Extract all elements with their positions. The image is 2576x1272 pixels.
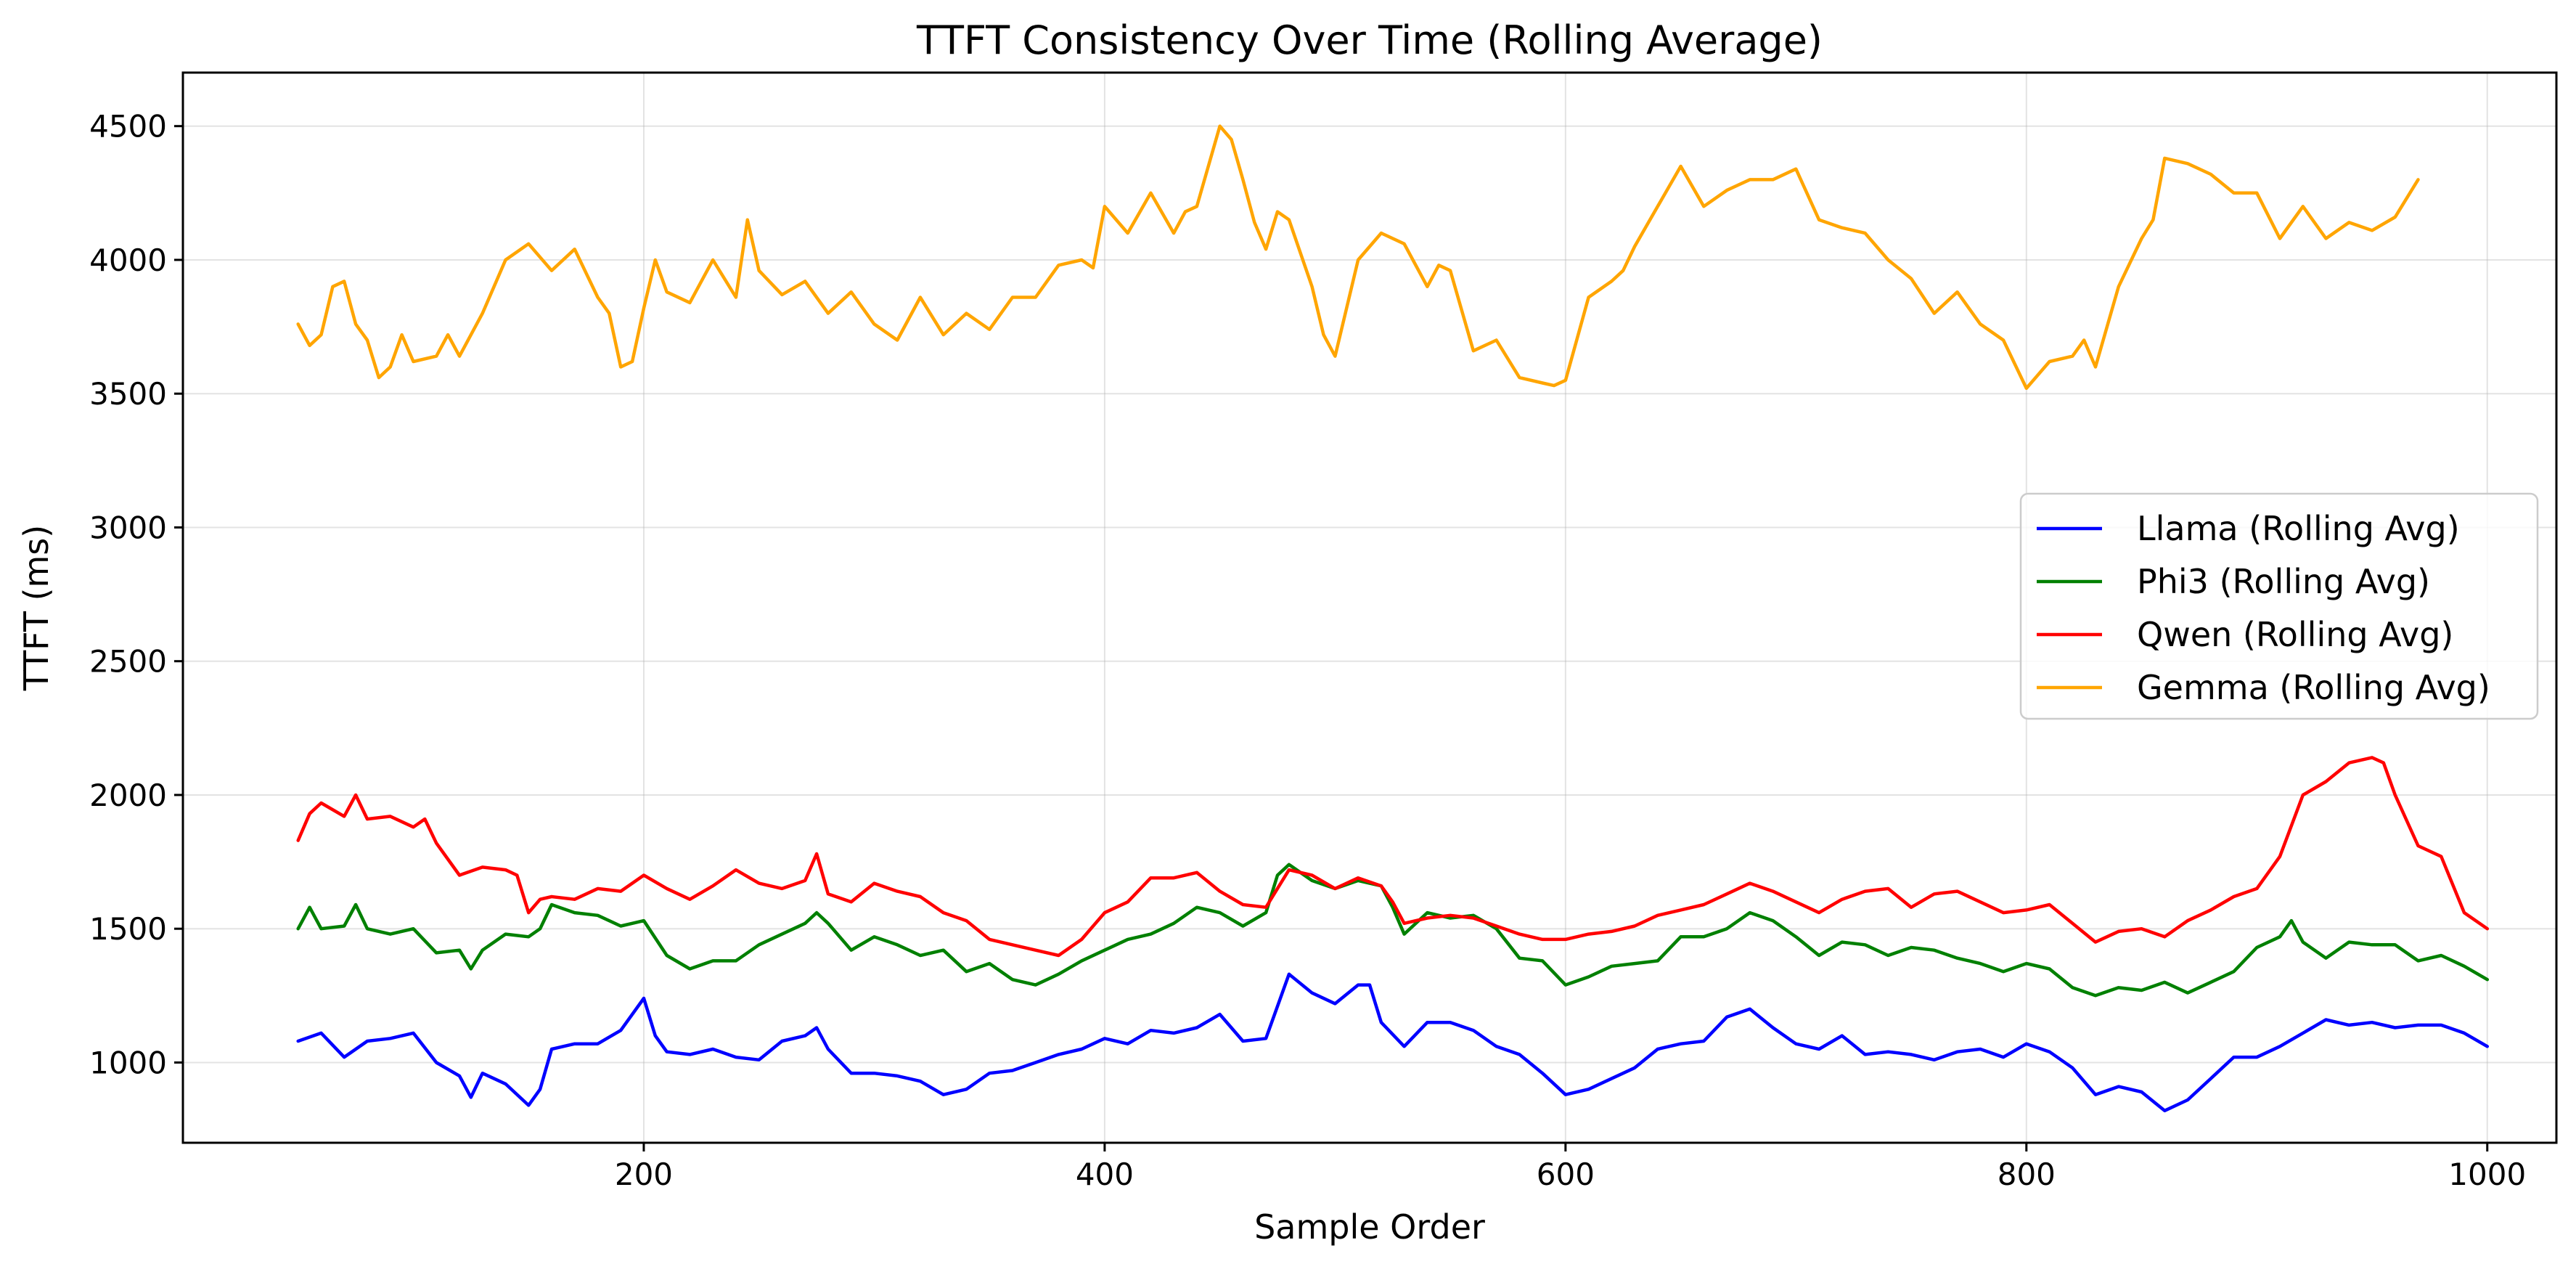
x-tick-label: 600 [1537, 1157, 1595, 1192]
plot-area-frame [181, 71, 2558, 1144]
x-axis-label: Sample Order [1254, 1207, 1485, 1247]
axis-ticks: 200 400 600 800 1000 1000 1500 2000 2500 3000 3500… [89, 109, 2526, 1192]
y-tick-label: 4000 [89, 242, 167, 278]
y-tick-label: 1000 [89, 1045, 167, 1080]
legend: Llama (Rolling Avg) Phi3 (Rolling Avg) Qwe… [2019, 492, 2539, 720]
gemma-legend-label: Gemma (Rolling Avg) [2137, 668, 2490, 707]
x-tick-label: 800 [1998, 1157, 2056, 1192]
qwen-legend-label: Qwen (Rolling Avg) [2137, 615, 2453, 654]
chart-title: TTFT Consistency Over Time (Rolling Aver… [916, 17, 1823, 63]
series-lines [296, 124, 2490, 1113]
phi3-legend-label: Phi3 (Rolling Avg) [2137, 562, 2430, 601]
legend-box [2019, 492, 2539, 720]
y-tick-label: 4500 [89, 109, 167, 144]
y-tick-label: 3000 [89, 510, 167, 545]
y-tick-label: 2000 [89, 778, 167, 813]
llama-series-line [296, 972, 2490, 1113]
llama-legend-label: Llama (Rolling Avg) [2137, 509, 2460, 548]
qwen-series-line [296, 756, 2490, 958]
x-tick-label: 200 [615, 1157, 673, 1192]
x-tick-label: 1000 [2448, 1157, 2526, 1192]
gemma-series-line [296, 124, 2420, 391]
y-tick-label: 2500 [89, 644, 167, 680]
y-tick-label: 3500 [89, 376, 167, 412]
y-axis-label: TTFT (ms) [17, 525, 56, 691]
x-tick-label: 400 [1076, 1157, 1134, 1192]
y-tick-label: 1500 [89, 911, 167, 947]
